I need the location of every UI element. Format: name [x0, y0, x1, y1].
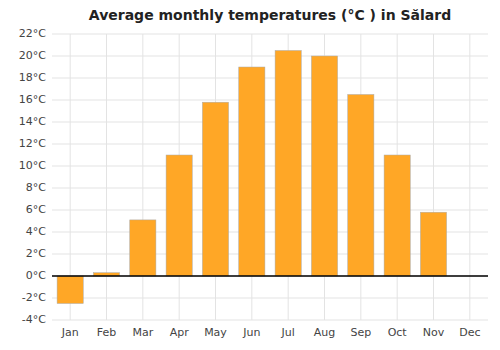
x-tick-label: Oct — [388, 326, 408, 339]
y-tick-label: 0°C — [26, 269, 46, 282]
bar — [202, 102, 228, 276]
y-tick-label: 12°C — [19, 137, 46, 150]
bars — [57, 51, 446, 304]
grid — [52, 34, 488, 320]
y-grid-line — [52, 34, 488, 35]
y-tick-label: 14°C — [19, 115, 46, 128]
x-tick-label: Jun — [242, 326, 260, 339]
bar — [384, 155, 410, 276]
x-tick-label: Nov — [423, 326, 445, 339]
bar — [239, 67, 265, 276]
x-tick-label: Feb — [97, 326, 116, 339]
y-tick-label: 2°C — [26, 247, 46, 260]
y-grid-line — [52, 188, 488, 189]
chart-svg: -4°C -2°C 0°C 2°C 4°C 6°C 8°C 10°C 12°C 14°C 16°C 1… — [0, 0, 500, 350]
y-tick-label: 10°C — [19, 159, 46, 172]
x-grid-line — [142, 34, 143, 320]
x-tick-label: Apr — [170, 326, 190, 339]
bar — [275, 51, 301, 277]
y-grid-line — [52, 144, 488, 145]
y-tick-label: 16°C — [19, 93, 46, 106]
y-grid-line — [52, 56, 488, 57]
y-tick-label: -4°C — [22, 313, 46, 326]
y-tick-label: 20°C — [19, 49, 46, 62]
bar — [57, 276, 83, 304]
y-tick-label: -2°C — [22, 291, 46, 304]
x-tick-label: Aug — [314, 326, 335, 339]
bar — [420, 212, 446, 276]
zero-line — [52, 275, 488, 277]
x-tick-label: Dec — [459, 326, 480, 339]
x-grid-line — [106, 34, 107, 320]
y-grid-line — [52, 276, 488, 277]
bar — [348, 95, 374, 277]
x-grid-line — [469, 34, 470, 320]
bar — [311, 56, 337, 276]
y-grid-line — [52, 166, 488, 167]
y-tick-label: 4°C — [26, 225, 46, 238]
x-tick-label: Mar — [132, 326, 153, 339]
y-tick-label: 18°C — [19, 71, 46, 84]
bar — [130, 220, 156, 276]
chart-container: -4°C -2°C 0°C 2°C 4°C 6°C 8°C 10°C 12°C 14°C 16°C 1… — [0, 0, 500, 350]
title: Average monthly temperatures (°C ) in Să… — [89, 7, 451, 23]
y-tick-label: 6°C — [26, 203, 46, 216]
y-tick-label: 8°C — [26, 181, 46, 194]
x-grid-line — [433, 34, 434, 320]
x-tick-label: May — [204, 326, 227, 339]
y-grid-line — [52, 100, 488, 101]
x-tick-label: Sep — [350, 326, 371, 339]
x-tick-label: Jul — [281, 326, 295, 339]
y-grid-line — [52, 210, 488, 211]
y-grid-line — [52, 78, 488, 79]
bar — [166, 155, 192, 276]
x-tick-label: Jan — [61, 326, 79, 339]
y-grid-line — [52, 122, 488, 123]
y-tick-label: 22°C — [19, 27, 46, 40]
y-grid-line — [52, 320, 488, 321]
y-grid-line — [52, 298, 488, 299]
